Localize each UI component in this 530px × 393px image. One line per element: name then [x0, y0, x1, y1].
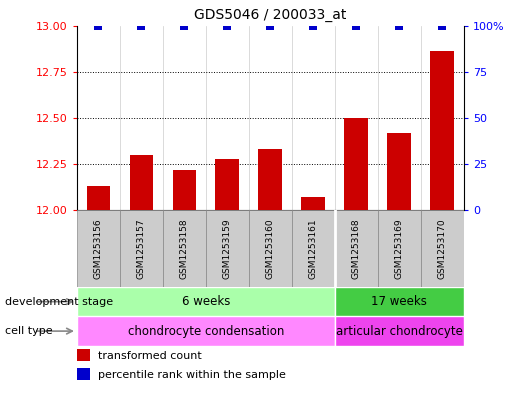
- Bar: [86, 186, 110, 210]
- Bar: [335, 316, 464, 346]
- Point: [438, 22, 446, 29]
- Bar: [292, 210, 335, 287]
- Text: GSM1253159: GSM1253159: [223, 218, 232, 279]
- Point: [137, 22, 146, 29]
- Bar: [344, 118, 368, 210]
- Point: [309, 22, 317, 29]
- Bar: [77, 316, 335, 346]
- Title: GDS5046 / 200033_at: GDS5046 / 200033_at: [194, 8, 347, 22]
- Bar: [259, 149, 282, 210]
- Bar: [77, 368, 91, 380]
- Bar: [216, 158, 239, 210]
- Bar: [172, 170, 196, 210]
- Point: [395, 22, 403, 29]
- Bar: [206, 210, 249, 287]
- Point: [266, 22, 275, 29]
- Bar: [163, 210, 206, 287]
- Text: development stage: development stage: [5, 297, 113, 307]
- Text: cell type: cell type: [5, 326, 53, 336]
- Text: chondrocyte condensation: chondrocyte condensation: [128, 325, 284, 338]
- Bar: [430, 51, 454, 210]
- Text: GSM1253161: GSM1253161: [309, 218, 318, 279]
- Bar: [120, 210, 163, 287]
- Text: GSM1253156: GSM1253156: [94, 218, 103, 279]
- Text: 17 weeks: 17 weeks: [372, 295, 427, 308]
- Bar: [129, 155, 153, 210]
- Bar: [421, 210, 464, 287]
- Text: 6 weeks: 6 weeks: [182, 295, 230, 308]
- Point: [180, 22, 189, 29]
- Bar: [335, 287, 464, 316]
- Bar: [335, 210, 378, 287]
- Bar: [302, 197, 325, 210]
- Bar: [77, 349, 91, 362]
- Text: GSM1253168: GSM1253168: [352, 218, 361, 279]
- Text: GSM1253160: GSM1253160: [266, 218, 275, 279]
- Text: GSM1253169: GSM1253169: [395, 218, 404, 279]
- Text: GSM1253157: GSM1253157: [137, 218, 146, 279]
- Text: articular chondrocyte: articular chondrocyte: [336, 325, 463, 338]
- Point: [94, 22, 103, 29]
- Bar: [378, 210, 421, 287]
- Bar: [77, 287, 335, 316]
- Text: GSM1253170: GSM1253170: [438, 218, 447, 279]
- Point: [352, 22, 360, 29]
- Bar: [77, 210, 120, 287]
- Text: percentile rank within the sample: percentile rank within the sample: [98, 370, 286, 380]
- Bar: [387, 133, 411, 210]
- Bar: [249, 210, 292, 287]
- Point: [223, 22, 232, 29]
- Text: transformed count: transformed count: [98, 351, 202, 361]
- Text: GSM1253158: GSM1253158: [180, 218, 189, 279]
